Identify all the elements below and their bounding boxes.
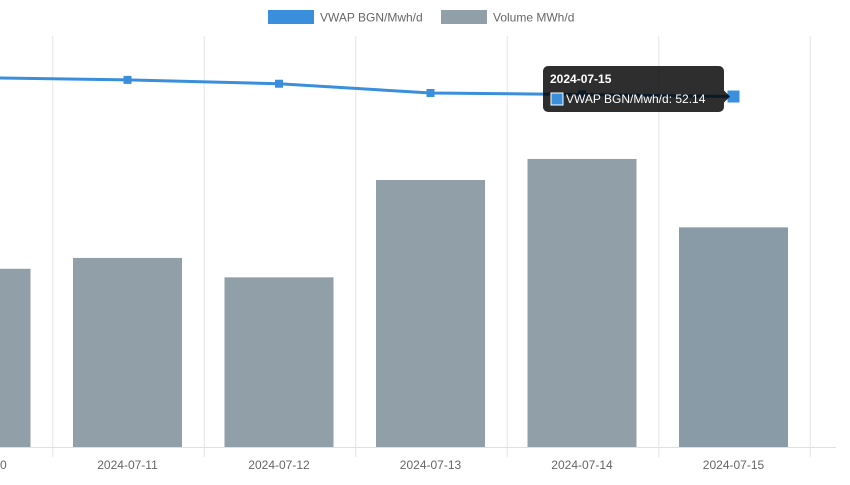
tooltip-title: 2024-07-15 [550, 72, 612, 86]
x-tick-label: 2024-07-15 [703, 458, 765, 472]
volume-bar[interactable] [679, 227, 788, 447]
volume-bar[interactable] [0, 268, 31, 447]
volume-bars [0, 158, 788, 448]
volume-bar[interactable] [224, 277, 334, 447]
x-tick-label: 2024-07-10 [0, 458, 7, 472]
tooltip-box [543, 66, 724, 112]
volume-bar[interactable] [73, 257, 182, 447]
legend-item-vwap[interactable]: VWAP BGN/Mwh/d [268, 10, 423, 25]
tooltip-value: VWAP BGN/Mwh/d: 52.14 [566, 92, 706, 106]
vwap-point[interactable] [123, 75, 132, 84]
x-tick-label: 2024-07-11 [97, 458, 158, 472]
vwap-point[interactable] [275, 79, 283, 88]
x-axis-ticks: 2024-07-10 2024-07-11 2024-07-12 2024-07-13… [0, 458, 765, 472]
x-tick-label: 2024-07-14 [551, 458, 613, 472]
legend[interactable]: VWAP BGN/Mwh/d Volume MWh/d [268, 10, 574, 25]
x-tick-label: 2024-07-13 [400, 458, 462, 472]
vwap-point[interactable] [426, 88, 435, 97]
x-tick-label: 2024-07-12 [248, 458, 310, 472]
tooltip: 2024-07-15 VWAP BGN/Mwh/d: 52.14 [543, 66, 730, 112]
legend-label: VWAP BGN/Mwh/d [320, 11, 423, 25]
legend-item-volume[interactable]: Volume MWh/d [441, 10, 574, 25]
legend-swatch [441, 10, 487, 24]
volume-bar[interactable] [527, 158, 637, 448]
tooltip-caret [724, 90, 730, 103]
vwap-point[interactable] [727, 90, 740, 103]
legend-swatch [268, 10, 314, 24]
legend-label: Volume MWh/d [493, 11, 574, 25]
tooltip-swatch [550, 92, 564, 106]
volume-bar[interactable] [376, 180, 485, 447]
